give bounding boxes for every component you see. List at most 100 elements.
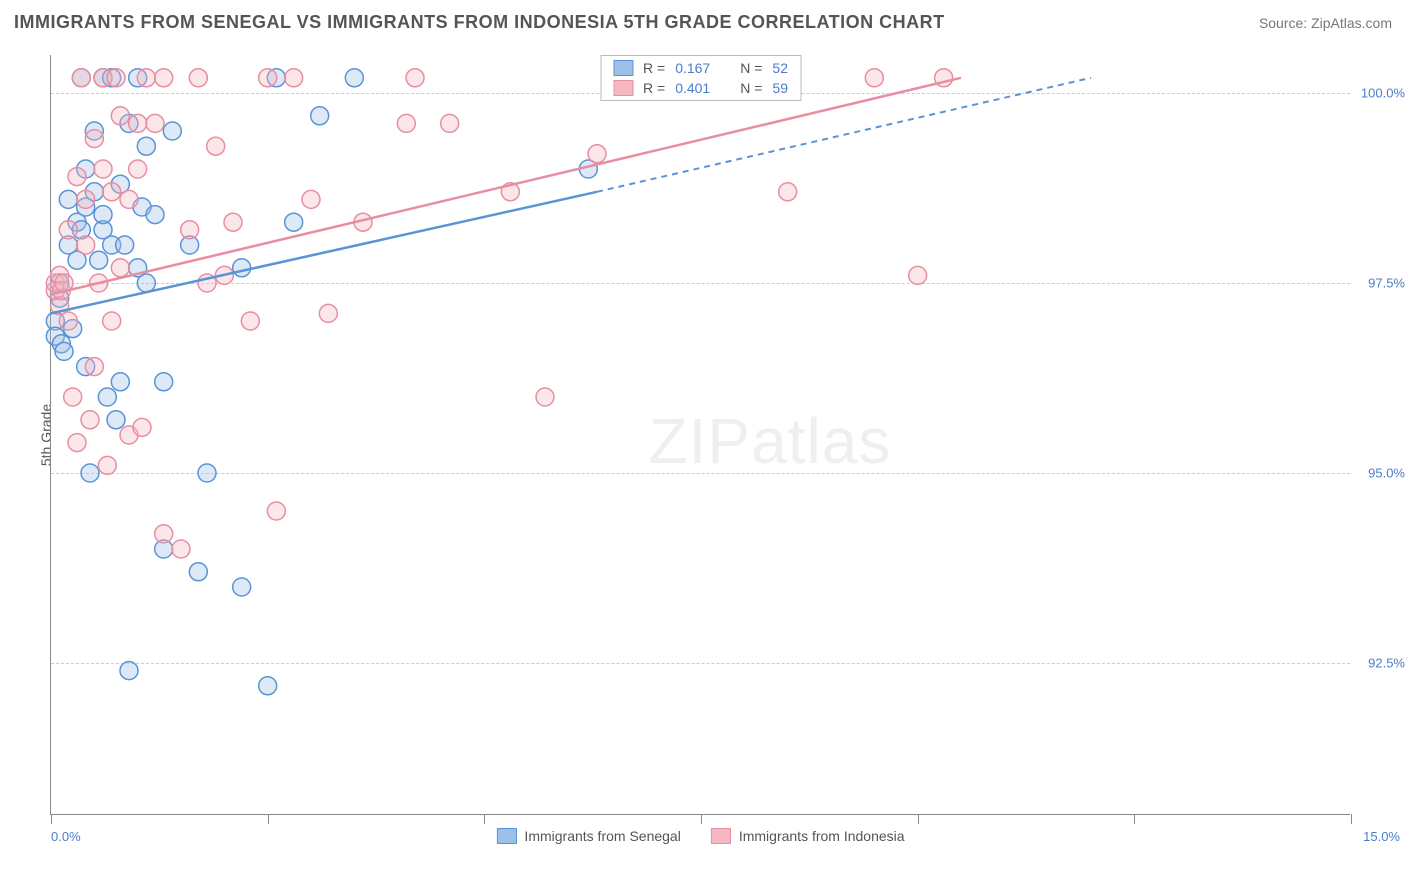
x-tick [1134, 814, 1135, 824]
correlation-legend: R = 0.167 N = 52 R = 0.401 N = 59 [600, 55, 801, 101]
n-value-indonesia: 59 [772, 80, 788, 96]
data-point-senegal [189, 563, 207, 581]
data-point-indonesia [865, 69, 883, 87]
legend-label-indonesia: Immigrants from Indonesia [739, 828, 905, 844]
data-point-indonesia [302, 190, 320, 208]
r-label: R = [643, 80, 665, 96]
data-point-indonesia [77, 236, 95, 254]
data-point-indonesia [259, 69, 277, 87]
r-label: R = [643, 60, 665, 76]
data-point-senegal [311, 107, 329, 125]
swatch-senegal [496, 828, 516, 844]
data-point-senegal [120, 662, 138, 680]
data-point-indonesia [189, 69, 207, 87]
data-point-indonesia [909, 266, 927, 284]
data-point-senegal [146, 206, 164, 224]
x-tick [268, 814, 269, 824]
data-point-senegal [94, 206, 112, 224]
y-tick-label: 97.5% [1368, 276, 1405, 291]
data-point-indonesia [111, 259, 129, 277]
data-point-senegal [137, 137, 155, 155]
y-tick-label: 92.5% [1368, 656, 1405, 671]
x-tick [701, 814, 702, 824]
scatter-svg [51, 55, 1350, 814]
data-point-indonesia [129, 114, 147, 132]
data-point-senegal [155, 373, 173, 391]
data-point-indonesia [72, 69, 90, 87]
data-point-senegal [233, 578, 251, 596]
data-point-indonesia [267, 502, 285, 520]
data-point-indonesia [133, 418, 151, 436]
data-point-senegal [59, 190, 77, 208]
data-point-senegal [259, 677, 277, 695]
data-point-indonesia [68, 434, 86, 452]
data-point-indonesia [588, 145, 606, 163]
n-value-senegal: 52 [772, 60, 788, 76]
legend-item-senegal: Immigrants from Senegal [496, 828, 680, 844]
x-axis-min-label: 0.0% [51, 829, 81, 844]
x-tick [484, 814, 485, 824]
x-axis-max-label: 15.0% [1363, 829, 1400, 844]
data-point-senegal [137, 274, 155, 292]
source-label: Source: [1259, 15, 1307, 31]
y-tick-label: 100.0% [1361, 86, 1405, 101]
series-legend: Immigrants from Senegal Immigrants from … [496, 828, 904, 844]
legend-row-indonesia: R = 0.401 N = 59 [601, 78, 800, 98]
data-point-indonesia [103, 312, 121, 330]
data-point-indonesia [406, 69, 424, 87]
data-point-indonesia [85, 358, 103, 376]
data-point-indonesia [779, 183, 797, 201]
source-name: ZipAtlas.com [1311, 15, 1392, 31]
data-point-indonesia [536, 388, 554, 406]
x-tick [51, 814, 52, 824]
legend-item-indonesia: Immigrants from Indonesia [711, 828, 905, 844]
data-point-indonesia [59, 312, 77, 330]
data-point-indonesia [107, 69, 125, 87]
source-attribution: Source: ZipAtlas.com [1259, 15, 1392, 31]
data-point-indonesia [111, 107, 129, 125]
data-point-indonesia [120, 190, 138, 208]
data-point-indonesia [68, 168, 86, 186]
x-tick [1351, 814, 1352, 824]
data-point-indonesia [285, 69, 303, 87]
r-value-senegal: 0.167 [675, 60, 710, 76]
data-point-senegal [107, 411, 125, 429]
data-point-indonesia [319, 304, 337, 322]
legend-label-senegal: Immigrants from Senegal [524, 828, 680, 844]
data-point-indonesia [129, 160, 147, 178]
data-point-senegal [285, 213, 303, 231]
data-point-senegal [111, 373, 129, 391]
data-point-indonesia [98, 456, 116, 474]
data-point-senegal [233, 259, 251, 277]
data-point-senegal [55, 342, 73, 360]
data-point-indonesia [441, 114, 459, 132]
data-point-indonesia [64, 388, 82, 406]
data-point-senegal [98, 388, 116, 406]
data-point-senegal [116, 236, 134, 254]
swatch-indonesia [711, 828, 731, 844]
data-point-indonesia [81, 411, 99, 429]
y-tick-label: 95.0% [1368, 466, 1405, 481]
data-point-indonesia [94, 160, 112, 178]
data-point-indonesia [397, 114, 415, 132]
data-point-indonesia [172, 540, 190, 558]
data-point-senegal [163, 122, 181, 140]
data-point-senegal [81, 464, 99, 482]
data-point-indonesia [59, 221, 77, 239]
data-point-senegal [90, 251, 108, 269]
data-point-indonesia [207, 137, 225, 155]
data-point-indonesia [155, 525, 173, 543]
data-point-indonesia [181, 221, 199, 239]
data-point-senegal [198, 464, 216, 482]
data-point-indonesia [85, 130, 103, 148]
n-label: N = [740, 60, 762, 76]
data-point-senegal [345, 69, 363, 87]
data-point-indonesia [224, 213, 242, 231]
chart-area: 5th Grade ZIPatlas 100.0%97.5%95.0%92.5%… [50, 55, 1350, 815]
swatch-indonesia [613, 80, 633, 96]
data-point-indonesia [103, 183, 121, 201]
trend-line-indonesia [51, 78, 961, 295]
data-point-indonesia [241, 312, 259, 330]
plot-region: ZIPatlas 100.0%97.5%95.0%92.5% R = 0.167… [50, 55, 1350, 815]
data-point-indonesia [77, 190, 95, 208]
